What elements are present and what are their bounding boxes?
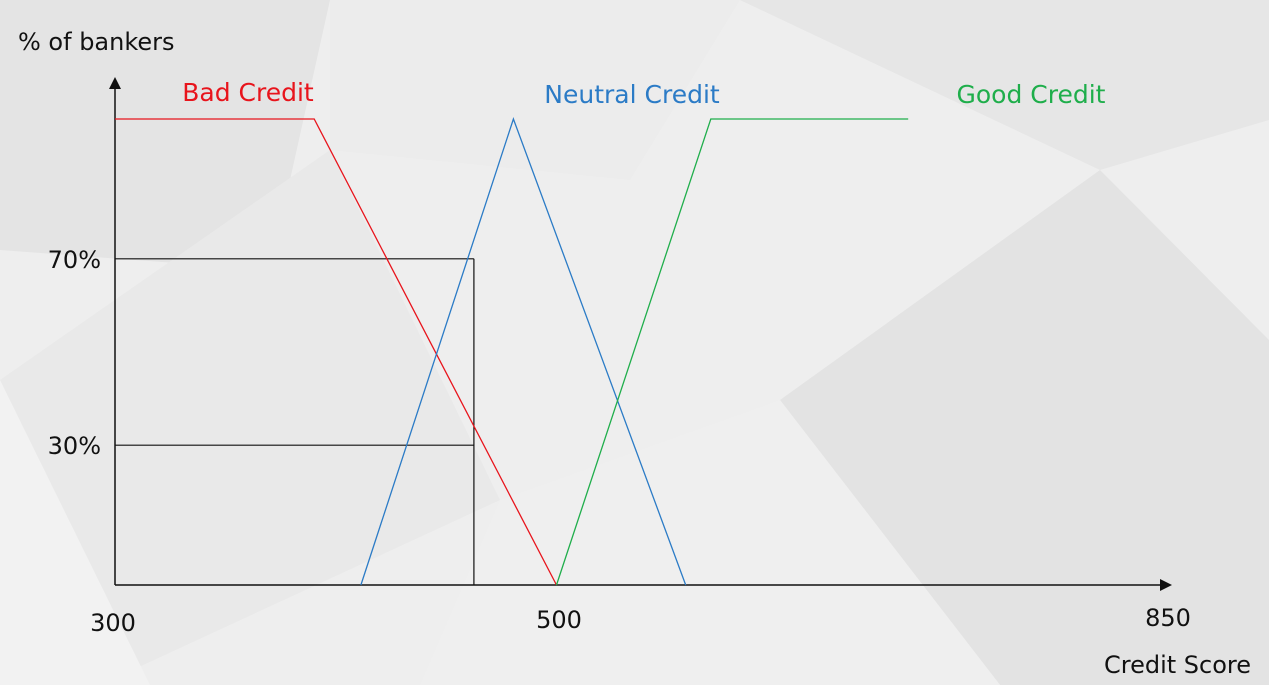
series-line-neutral-credit — [360, 117, 687, 586]
x-axis-arrow — [1160, 579, 1172, 591]
series-label-good-credit: Good Credit — [957, 80, 1106, 109]
y-tick-label-30: 30% — [48, 432, 101, 460]
series-lines — [115, 117, 909, 586]
y-axis-title: % of bankers — [18, 28, 175, 56]
series-label-bad-credit: Bad Credit — [182, 78, 314, 107]
series-labels: Bad Credit Neutral Credit Good Credit — [182, 78, 1105, 109]
series-label-neutral-credit: Neutral Credit — [544, 80, 720, 109]
x-axis-title: Credit Score — [1104, 651, 1251, 679]
series-line-bad-credit — [115, 118, 558, 586]
tick-labels: 300 500 850 70% 30% — [48, 246, 1191, 637]
y-tick-label-70: 70% — [48, 246, 101, 274]
x-tick-label-300: 300 — [90, 609, 136, 637]
series-line-good-credit — [555, 118, 909, 586]
x-tick-label-500: 500 — [536, 606, 582, 634]
reference-lines — [115, 258, 475, 585]
axes — [109, 77, 1172, 591]
x-tick-label-850: 850 — [1145, 604, 1191, 632]
y-axis-arrow — [109, 77, 121, 89]
